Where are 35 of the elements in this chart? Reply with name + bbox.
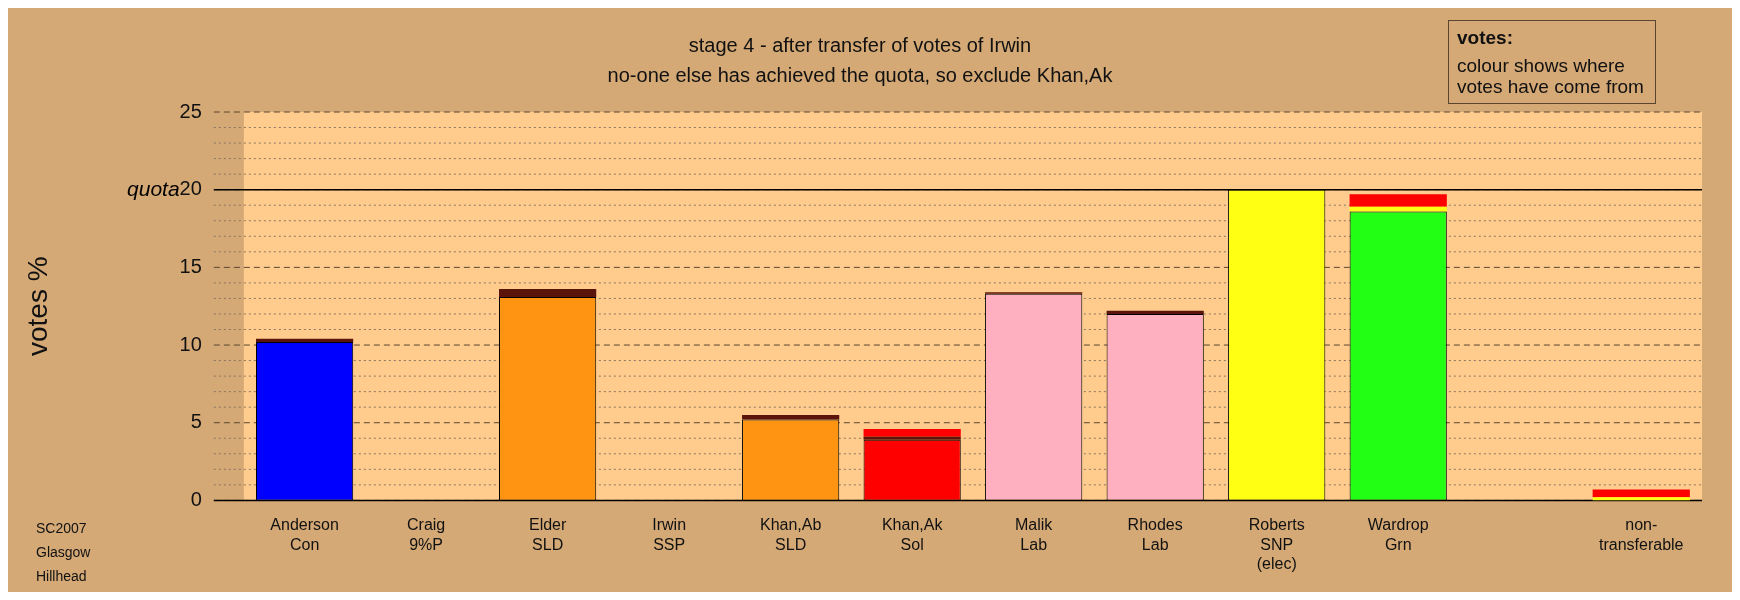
y-axis-title: votes % bbox=[21, 256, 53, 356]
x-tick-label: non- transferable bbox=[1598, 516, 1684, 553]
y-tick-label: 20 bbox=[179, 177, 202, 200]
chart-subtitle: no-one else has achieved the quota, so exclude Khan,Ak bbox=[607, 63, 1114, 86]
text: colour shows where votes have come from bbox=[1457, 55, 1645, 97]
x-tick-label: Khan,Ak Sol bbox=[881, 516, 944, 553]
x-tick-label: Malik Lab bbox=[1015, 516, 1054, 553]
y-tick-label: 25 bbox=[179, 99, 202, 122]
bar bbox=[863, 428, 961, 437]
x-tick-label: Anderson Con bbox=[270, 516, 339, 553]
y-tick-label: 15 bbox=[179, 254, 202, 277]
bar bbox=[1592, 497, 1690, 501]
text: Glasgow bbox=[36, 543, 91, 562]
bar bbox=[256, 338, 354, 342]
text: Hillhead bbox=[36, 567, 88, 586]
x-tick-label: Rhodes Lab bbox=[1127, 516, 1183, 553]
ref-line-label: quota bbox=[127, 176, 180, 200]
bar bbox=[1106, 310, 1204, 314]
y-tick-label: 0 bbox=[190, 487, 202, 510]
x-tick-label: Irwin SSP bbox=[652, 516, 687, 553]
bar bbox=[1592, 489, 1690, 498]
y-tick-label: 10 bbox=[179, 332, 202, 355]
y-tick-label: 5 bbox=[190, 410, 202, 433]
bar bbox=[742, 414, 840, 420]
text: SC2007 bbox=[36, 519, 88, 538]
x-tick-label: Wardrop Grn bbox=[1367, 516, 1429, 553]
bar bbox=[863, 436, 961, 440]
bar bbox=[1349, 194, 1447, 207]
x-tick-label: Khan,Ab SLD bbox=[759, 516, 822, 553]
x-tick-label: Craig 9%P bbox=[407, 516, 446, 553]
x-tick-label: Roberts SNP (elec) bbox=[1248, 516, 1305, 572]
text: votes: bbox=[1457, 27, 1514, 49]
x-tick-label: Elder SLD bbox=[528, 516, 567, 553]
bar bbox=[499, 289, 597, 297]
chart-title: stage 4 - after transfer of votes of Irwin bbox=[688, 33, 1032, 56]
